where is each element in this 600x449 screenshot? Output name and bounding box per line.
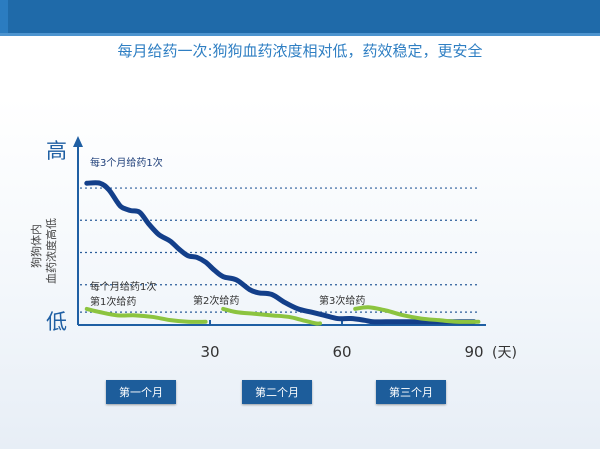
annotation-quarterly: 每3个月给药1次 — [90, 156, 163, 169]
y-low-label: 低 — [46, 310, 67, 334]
y-axis-label-line2: 血药浓度高低 — [44, 218, 58, 284]
header-underline — [0, 33, 600, 36]
chart-axes — [73, 136, 486, 326]
x-tick-label: 60 — [332, 343, 351, 361]
header-corner — [0, 0, 8, 33]
y-axis-label-line1: 狗狗体内 — [29, 224, 43, 268]
x-tick-label: 90 — [464, 343, 483, 361]
annotation-dose3: 第3次给药 — [319, 294, 365, 307]
annotation-monthly: 每个月给药1次 — [90, 280, 156, 293]
series-line-monthly — [221, 306, 322, 326]
month-tab-2: 第二个月 — [242, 380, 312, 404]
series-line-quarterly — [84, 180, 477, 325]
y-axis-label: 狗狗体内 血药浓度高低 — [29, 218, 58, 284]
chart-series — [84, 180, 481, 326]
series-line-monthly — [353, 305, 481, 324]
month-tab-1: 第一个月 — [106, 380, 176, 404]
x-ticks: 30 60 90 — [200, 320, 484, 361]
y-axis-arrow — [73, 136, 83, 147]
series-line-monthly — [84, 306, 208, 324]
annotation-dose1: 第1次给药 — [90, 295, 136, 308]
subtitle: 每月给药一次:狗狗血药浓度相对低，药效稳定，更安全 — [117, 42, 483, 60]
y-high-label: 高 — [46, 139, 67, 163]
header-bar — [0, 0, 600, 33]
annotation-dose2: 第2次给药 — [193, 294, 239, 307]
month-tab-3: 第三个月 — [376, 380, 446, 404]
chart-grid — [80, 187, 478, 313]
x-unit-label: (天) — [492, 345, 517, 361]
x-tick-label: 30 — [200, 343, 219, 361]
